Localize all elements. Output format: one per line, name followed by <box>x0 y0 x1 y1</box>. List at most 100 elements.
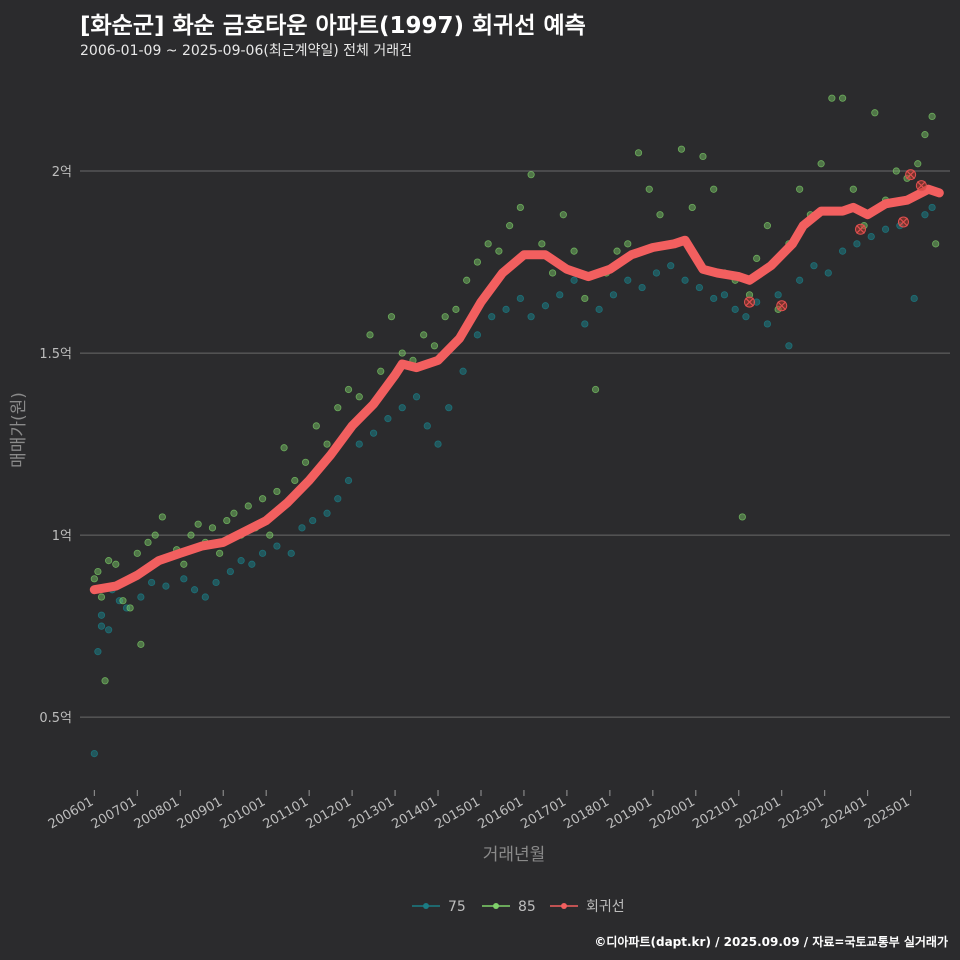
point-85 <box>516 203 524 212</box>
point-85 <box>677 145 686 153</box>
point-75 <box>226 567 234 576</box>
x-tick-label: 201601 <box>475 794 525 832</box>
point-75 <box>853 240 861 248</box>
point-85 <box>344 385 353 394</box>
predicted-markers <box>744 169 927 312</box>
point-75 <box>355 440 363 448</box>
point-75 <box>488 313 496 321</box>
point-85 <box>527 171 535 179</box>
point-85 <box>258 495 267 503</box>
point-85 <box>473 258 482 266</box>
point-85 <box>452 305 460 313</box>
point-85 <box>656 211 664 219</box>
point-85 <box>90 575 98 583</box>
point-85 <box>591 385 600 394</box>
point-75 <box>423 422 431 430</box>
x-tick-label: 202001 <box>647 794 697 832</box>
point-85 <box>892 167 900 175</box>
point-75 <box>910 294 918 303</box>
point-75 <box>473 331 482 339</box>
point-75 <box>273 542 281 550</box>
point-75 <box>298 524 306 532</box>
point-85 <box>817 160 825 168</box>
point-75 <box>556 291 564 299</box>
point-75 <box>248 560 256 568</box>
x-tick-label: 201401 <box>390 794 440 832</box>
point-85 <box>101 677 109 685</box>
point-85 <box>688 203 696 212</box>
point-75 <box>774 291 782 299</box>
legend-label: 회귀선 <box>586 899 625 915</box>
point-85 <box>119 597 127 605</box>
predicted-marker <box>905 169 917 181</box>
point-75 <box>309 516 317 525</box>
point-85 <box>921 131 929 139</box>
point-85 <box>266 531 274 539</box>
point-85 <box>699 152 707 161</box>
point-85 <box>144 538 152 547</box>
point-85 <box>387 313 396 321</box>
point-75 <box>667 262 675 270</box>
y-tick-label: 2억 <box>52 165 72 180</box>
point-75 <box>90 749 98 758</box>
point-85 <box>291 476 299 485</box>
point-85 <box>570 247 578 255</box>
point-75 <box>398 404 406 412</box>
grid-lines <box>80 170 950 718</box>
point-85 <box>151 531 159 539</box>
point-75 <box>652 269 661 277</box>
x-tick-label: 202301 <box>776 794 826 832</box>
point-85 <box>506 222 514 230</box>
point-85 <box>223 516 231 525</box>
point-75 <box>541 302 550 310</box>
x-tick-label: 201901 <box>604 794 654 832</box>
legend-item: 회귀선 <box>550 899 625 915</box>
point-75 <box>190 586 199 594</box>
series-85-points <box>90 94 940 685</box>
point-85 <box>441 313 449 321</box>
point-85 <box>613 247 621 255</box>
predicted-marker <box>897 216 909 228</box>
footer-credit: ©디아파트(dapt.kr) / 2025.09.09 / 자료=국토교통부 실… <box>594 935 948 949</box>
point-85 <box>273 487 281 496</box>
point-85 <box>928 112 936 121</box>
point-85 <box>932 240 940 248</box>
point-75 <box>710 294 718 303</box>
legend-item: 85 <box>482 899 536 915</box>
x-tick-label: 202201 <box>733 794 783 832</box>
point-85 <box>180 560 188 568</box>
point-75 <box>763 320 772 328</box>
point-85 <box>377 367 385 375</box>
point-75 <box>97 622 106 630</box>
y-axis-title: 매매가(원) <box>9 392 29 468</box>
point-85 <box>838 94 847 102</box>
point-75 <box>344 476 353 485</box>
legend-label: 75 <box>448 899 466 915</box>
x-tick-label: 200701 <box>89 794 139 832</box>
x-tick-label: 201501 <box>432 794 482 832</box>
x-tick-label: 201301 <box>347 794 397 832</box>
legend: 75 85 회귀선 <box>412 899 625 915</box>
point-75 <box>323 509 331 517</box>
point-75 <box>638 283 646 292</box>
point-85 <box>280 444 288 452</box>
point-85 <box>323 440 331 448</box>
point-85 <box>796 185 804 193</box>
point-75 <box>928 203 936 212</box>
series-75-points <box>90 203 936 758</box>
point-75 <box>412 393 421 401</box>
point-75 <box>384 415 392 423</box>
predicted-marker <box>744 296 756 308</box>
point-75 <box>445 404 453 412</box>
point-75 <box>97 611 106 619</box>
point-75 <box>810 262 818 270</box>
point-75 <box>94 648 102 656</box>
point-75 <box>502 305 510 313</box>
point-85 <box>624 240 632 248</box>
regression-path <box>89 184 944 595</box>
y-tick-labels: 0.5억 1억 1.5억 2억 <box>39 165 72 726</box>
x-tick-label: 201701 <box>518 794 568 832</box>
point-85 <box>312 422 320 430</box>
y-tick-label: 0.5억 <box>39 711 72 726</box>
